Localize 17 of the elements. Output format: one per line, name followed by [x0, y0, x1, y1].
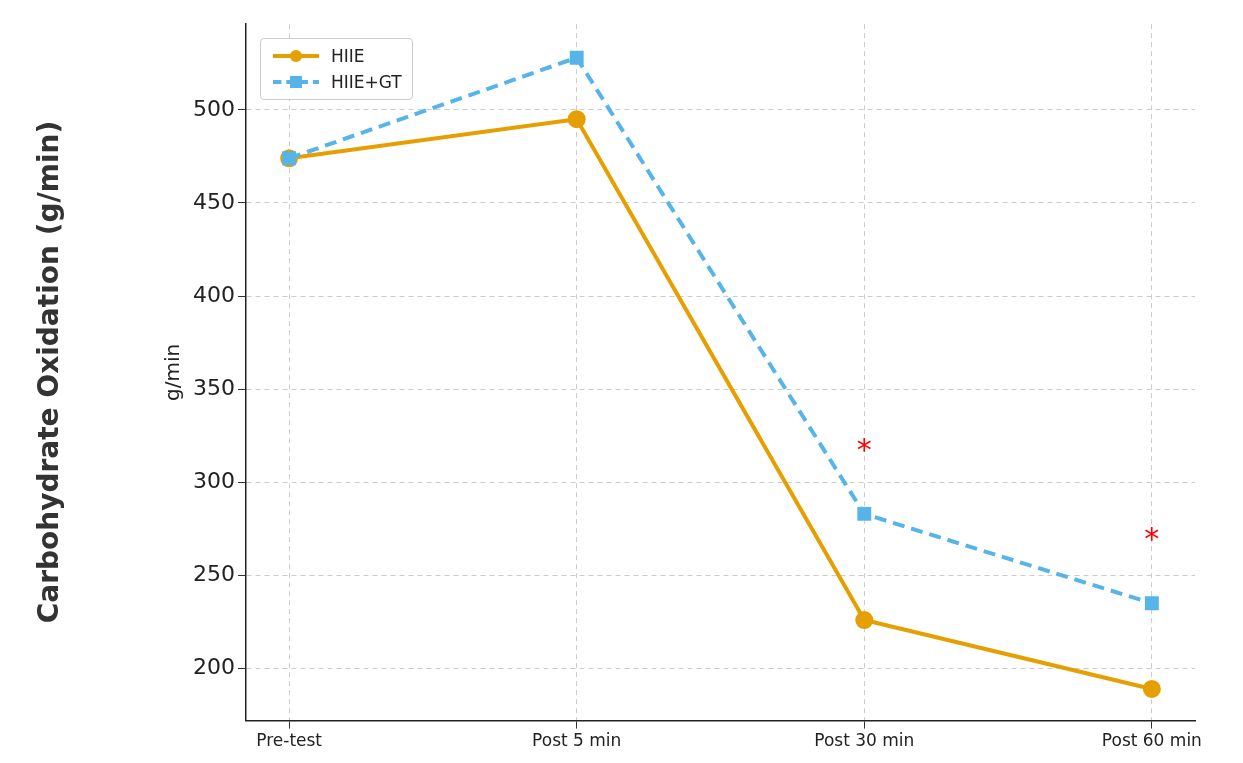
y-tick-label: 450	[192, 188, 235, 214]
legend-label: HIIE	[330, 46, 365, 67]
y-tick-label: 500	[192, 95, 235, 121]
y-tick-label: 300	[192, 467, 235, 493]
legend-label: HIIE+GT	[330, 72, 402, 93]
y-axis-title: g/min	[160, 343, 185, 401]
y-tick-label: 400	[192, 281, 235, 307]
text: Carbohydrate Oxidation (g/min)	[31, 120, 65, 623]
annotation: *	[1144, 521, 1160, 557]
x-tick-label: Post 30 min	[814, 730, 915, 751]
y-tick-label: 200	[192, 654, 235, 680]
x-tick-label: Post 5 min	[532, 730, 622, 751]
y-tick-label: 250	[192, 561, 235, 587]
y-tick-label: 350	[192, 374, 235, 400]
x-tick-label: Post 60 min	[1101, 730, 1202, 751]
x-tick-label: Pre-test	[256, 730, 323, 751]
annotation: *	[856, 431, 872, 467]
